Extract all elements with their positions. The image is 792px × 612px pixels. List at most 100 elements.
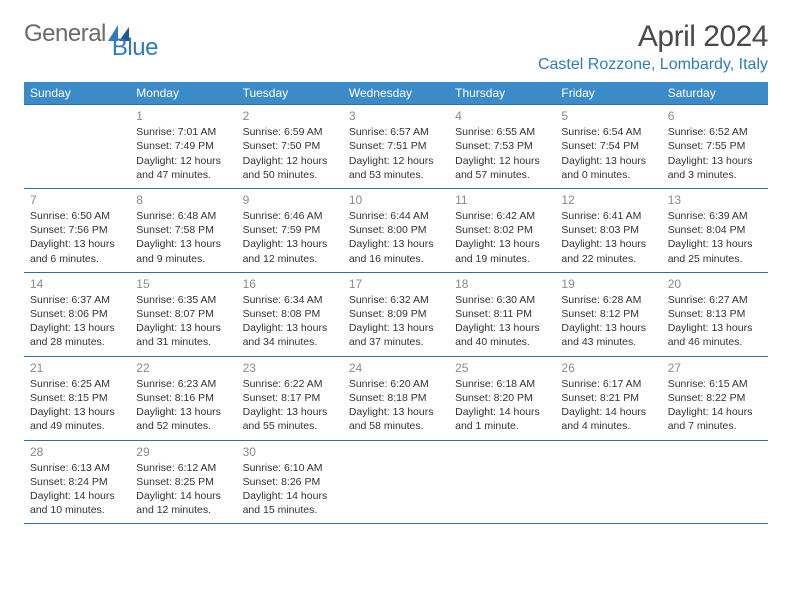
daylight-text: Daylight: 13 hours xyxy=(668,154,762,168)
day-number: 27 xyxy=(668,360,762,376)
sunset-text: Sunset: 8:11 PM xyxy=(455,307,549,321)
daylight-text: and 0 minutes. xyxy=(561,168,655,182)
sunset-text: Sunset: 7:54 PM xyxy=(561,139,655,153)
calendar-day-cell: 29Sunrise: 6:12 AMSunset: 8:25 PMDayligh… xyxy=(130,440,236,524)
sunset-text: Sunset: 7:51 PM xyxy=(349,139,443,153)
sunrise-text: Sunrise: 6:27 AM xyxy=(668,293,762,307)
calendar-week-row: 21Sunrise: 6:25 AMSunset: 8:15 PMDayligh… xyxy=(24,356,768,440)
sunset-text: Sunset: 7:53 PM xyxy=(455,139,549,153)
calendar-day-cell: 18Sunrise: 6:30 AMSunset: 8:11 PMDayligh… xyxy=(449,272,555,356)
calendar-day-cell: 13Sunrise: 6:39 AMSunset: 8:04 PMDayligh… xyxy=(662,188,768,272)
daylight-text: and 16 minutes. xyxy=(349,252,443,266)
sunrise-text: Sunrise: 6:41 AM xyxy=(561,209,655,223)
day-header: Wednesday xyxy=(343,82,449,105)
calendar-day-cell: 12Sunrise: 6:41 AMSunset: 8:03 PMDayligh… xyxy=(555,188,661,272)
sunrise-text: Sunrise: 7:01 AM xyxy=(136,125,230,139)
daylight-text: and 6 minutes. xyxy=(30,252,124,266)
sunset-text: Sunset: 8:20 PM xyxy=(455,391,549,405)
daylight-text: Daylight: 13 hours xyxy=(668,321,762,335)
daylight-text: and 9 minutes. xyxy=(136,252,230,266)
calendar-day-cell: 16Sunrise: 6:34 AMSunset: 8:08 PMDayligh… xyxy=(237,272,343,356)
sunset-text: Sunset: 8:22 PM xyxy=(668,391,762,405)
day-number: 22 xyxy=(136,360,230,376)
day-number: 13 xyxy=(668,192,762,208)
calendar-day-cell xyxy=(343,440,449,524)
sunset-text: Sunset: 8:17 PM xyxy=(243,391,337,405)
day-header: Friday xyxy=(555,82,661,105)
calendar-week-row: 1Sunrise: 7:01 AMSunset: 7:49 PMDaylight… xyxy=(24,105,768,189)
sunset-text: Sunset: 8:00 PM xyxy=(349,223,443,237)
sunrise-text: Sunrise: 6:20 AM xyxy=(349,377,443,391)
sunrise-text: Sunrise: 6:13 AM xyxy=(30,461,124,475)
sunrise-text: Sunrise: 6:48 AM xyxy=(136,209,230,223)
calendar-day-cell: 9Sunrise: 6:46 AMSunset: 7:59 PMDaylight… xyxy=(237,188,343,272)
sunset-text: Sunset: 8:18 PM xyxy=(349,391,443,405)
sunrise-text: Sunrise: 6:37 AM xyxy=(30,293,124,307)
day-number: 9 xyxy=(243,192,337,208)
daylight-text: Daylight: 13 hours xyxy=(455,321,549,335)
sunrise-text: Sunrise: 6:57 AM xyxy=(349,125,443,139)
header: General Blue April 2024 Castel Rozzone, … xyxy=(24,20,768,74)
sunrise-text: Sunrise: 6:54 AM xyxy=(561,125,655,139)
calendar-day-cell: 1Sunrise: 7:01 AMSunset: 7:49 PMDaylight… xyxy=(130,105,236,189)
calendar-day-cell: 28Sunrise: 6:13 AMSunset: 8:24 PMDayligh… xyxy=(24,440,130,524)
sunrise-text: Sunrise: 6:12 AM xyxy=(136,461,230,475)
day-number: 7 xyxy=(30,192,124,208)
daylight-text: Daylight: 13 hours xyxy=(349,405,443,419)
sunset-text: Sunset: 8:06 PM xyxy=(30,307,124,321)
calendar-day-cell: 30Sunrise: 6:10 AMSunset: 8:26 PMDayligh… xyxy=(237,440,343,524)
daylight-text: Daylight: 13 hours xyxy=(349,237,443,251)
calendar-day-cell: 17Sunrise: 6:32 AMSunset: 8:09 PMDayligh… xyxy=(343,272,449,356)
daylight-text: Daylight: 13 hours xyxy=(561,321,655,335)
sunrise-text: Sunrise: 6:28 AM xyxy=(561,293,655,307)
day-number: 29 xyxy=(136,444,230,460)
day-header: Thursday xyxy=(449,82,555,105)
sunset-text: Sunset: 8:26 PM xyxy=(243,475,337,489)
calendar-day-cell: 7Sunrise: 6:50 AMSunset: 7:56 PMDaylight… xyxy=(24,188,130,272)
sunrise-text: Sunrise: 6:17 AM xyxy=(561,377,655,391)
calendar-day-cell: 15Sunrise: 6:35 AMSunset: 8:07 PMDayligh… xyxy=(130,272,236,356)
daylight-text: and 19 minutes. xyxy=(455,252,549,266)
sunset-text: Sunset: 8:21 PM xyxy=(561,391,655,405)
sunrise-text: Sunrise: 6:15 AM xyxy=(668,377,762,391)
daylight-text: Daylight: 14 hours xyxy=(30,489,124,503)
location: Castel Rozzone, Lombardy, Italy xyxy=(538,56,768,74)
sunrise-text: Sunrise: 6:55 AM xyxy=(455,125,549,139)
calendar-week-row: 7Sunrise: 6:50 AMSunset: 7:56 PMDaylight… xyxy=(24,188,768,272)
daylight-text: and 28 minutes. xyxy=(30,335,124,349)
daylight-text: and 12 minutes. xyxy=(243,252,337,266)
sunset-text: Sunset: 8:25 PM xyxy=(136,475,230,489)
daylight-text: Daylight: 13 hours xyxy=(668,237,762,251)
day-number: 5 xyxy=(561,108,655,124)
sunset-text: Sunset: 8:24 PM xyxy=(30,475,124,489)
sunrise-text: Sunrise: 6:59 AM xyxy=(243,125,337,139)
daylight-text: Daylight: 14 hours xyxy=(243,489,337,503)
calendar-day-cell: 21Sunrise: 6:25 AMSunset: 8:15 PMDayligh… xyxy=(24,356,130,440)
sunrise-text: Sunrise: 6:32 AM xyxy=(349,293,443,307)
daylight-text: Daylight: 14 hours xyxy=(561,405,655,419)
day-header: Monday xyxy=(130,82,236,105)
calendar-day-cell: 8Sunrise: 6:48 AMSunset: 7:58 PMDaylight… xyxy=(130,188,236,272)
day-number: 20 xyxy=(668,276,762,292)
calendar-day-cell: 26Sunrise: 6:17 AMSunset: 8:21 PMDayligh… xyxy=(555,356,661,440)
calendar-day-cell: 14Sunrise: 6:37 AMSunset: 8:06 PMDayligh… xyxy=(24,272,130,356)
daylight-text: Daylight: 12 hours xyxy=(455,154,549,168)
daylight-text: and 37 minutes. xyxy=(349,335,443,349)
logo-text-general: General xyxy=(24,20,106,48)
calendar-day-cell: 5Sunrise: 6:54 AMSunset: 7:54 PMDaylight… xyxy=(555,105,661,189)
daylight-text: Daylight: 13 hours xyxy=(136,405,230,419)
calendar-day-cell: 3Sunrise: 6:57 AMSunset: 7:51 PMDaylight… xyxy=(343,105,449,189)
sunset-text: Sunset: 7:55 PM xyxy=(668,139,762,153)
daylight-text: Daylight: 13 hours xyxy=(30,321,124,335)
calendar-day-cell xyxy=(555,440,661,524)
daylight-text: and 55 minutes. xyxy=(243,419,337,433)
calendar-day-cell: 20Sunrise: 6:27 AMSunset: 8:13 PMDayligh… xyxy=(662,272,768,356)
day-number: 14 xyxy=(30,276,124,292)
day-number: 30 xyxy=(243,444,337,460)
day-number: 11 xyxy=(455,192,549,208)
day-number: 16 xyxy=(243,276,337,292)
sunset-text: Sunset: 7:58 PM xyxy=(136,223,230,237)
daylight-text: and 22 minutes. xyxy=(561,252,655,266)
day-number: 23 xyxy=(243,360,337,376)
daylight-text: Daylight: 14 hours xyxy=(668,405,762,419)
